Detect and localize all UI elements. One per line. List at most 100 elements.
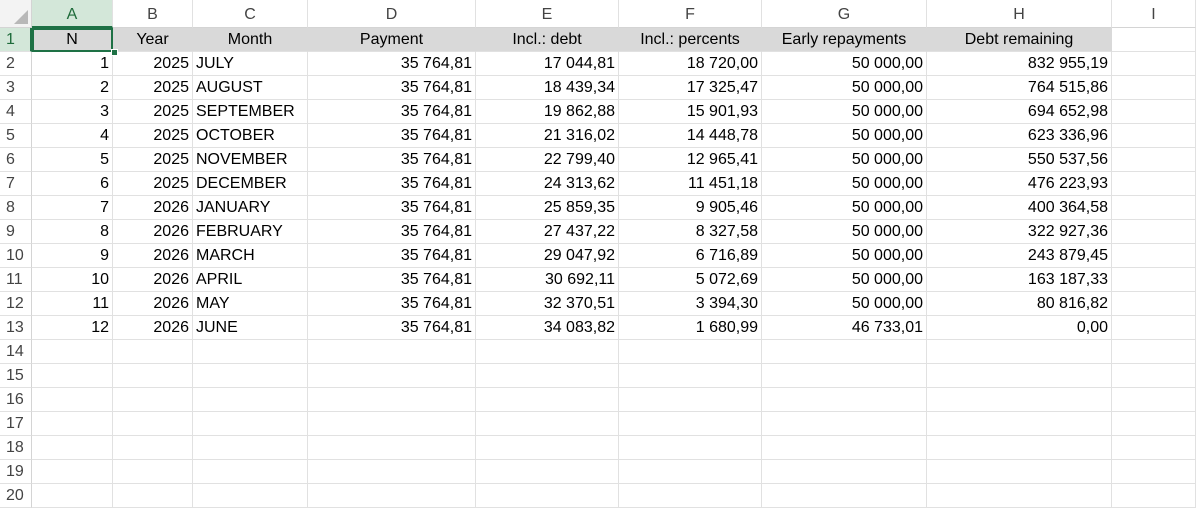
table-cell[interactable]: 18 720,00 [619,52,762,76]
table-cell[interactable]: 3 394,30 [619,292,762,316]
empty-cell[interactable] [619,340,762,364]
row-header-13[interactable]: 13 [0,316,32,340]
empty-cell[interactable] [762,340,927,364]
row-header-9[interactable]: 9 [0,220,32,244]
table-cell[interactable]: 15 901,93 [619,100,762,124]
empty-cell[interactable] [927,364,1112,388]
table-cell[interactable]: 1 680,99 [619,316,762,340]
fill-handle[interactable] [111,49,118,56]
empty-cell[interactable] [927,460,1112,484]
table-cell[interactable]: 50 000,00 [762,292,927,316]
table-cell[interactable]: 2025 [113,76,193,100]
table-cell[interactable]: 2025 [113,124,193,148]
empty-cell[interactable] [476,436,619,460]
empty-cell[interactable] [113,412,193,436]
row-header-2[interactable]: 2 [0,52,32,76]
column-header-b[interactable]: B [113,0,193,28]
empty-cell[interactable] [113,460,193,484]
table-cell[interactable]: 50 000,00 [762,148,927,172]
table-cell[interactable]: 4 [32,124,113,148]
empty-cell[interactable] [32,388,113,412]
row-header-4[interactable]: 4 [0,100,32,124]
table-cell[interactable]: APRIL [193,268,308,292]
header-cell[interactable]: Month [193,28,308,52]
table-cell[interactable]: 35 764,81 [308,220,476,244]
table-cell[interactable]: 80 816,82 [927,292,1112,316]
empty-cell[interactable] [476,460,619,484]
empty-cell[interactable] [619,484,762,508]
table-cell[interactable]: 2 [32,76,113,100]
table-cell[interactable]: 623 336,96 [927,124,1112,148]
table-cell[interactable]: 550 537,56 [927,148,1112,172]
empty-cell[interactable] [927,484,1112,508]
table-cell[interactable]: 24 313,62 [476,172,619,196]
empty-cell[interactable] [1112,100,1196,124]
table-cell[interactable]: 30 692,11 [476,268,619,292]
empty-cell[interactable] [308,436,476,460]
table-cell[interactable]: 163 187,33 [927,268,1112,292]
table-cell[interactable]: 12 965,41 [619,148,762,172]
table-cell[interactable]: 50 000,00 [762,52,927,76]
empty-cell[interactable] [619,460,762,484]
table-cell[interactable]: 11 451,18 [619,172,762,196]
table-cell[interactable]: 6 716,89 [619,244,762,268]
empty-cell[interactable] [32,340,113,364]
empty-cell[interactable] [1112,76,1196,100]
empty-cell[interactable] [1112,388,1196,412]
column-header-c[interactable]: C [193,0,308,28]
header-cell[interactable]: N [32,28,113,52]
empty-cell[interactable] [1112,148,1196,172]
row-header-10[interactable]: 10 [0,244,32,268]
empty-cell[interactable] [476,412,619,436]
table-cell[interactable]: 2025 [113,148,193,172]
table-cell[interactable]: JANUARY [193,196,308,220]
empty-cell[interactable] [1112,196,1196,220]
select-all-corner[interactable] [0,0,32,28]
table-cell[interactable]: SEPTEMBER [193,100,308,124]
empty-cell[interactable] [1112,172,1196,196]
row-header-8[interactable]: 8 [0,196,32,220]
empty-cell[interactable] [32,460,113,484]
table-cell[interactable]: 694 652,98 [927,100,1112,124]
empty-cell[interactable] [476,388,619,412]
empty-cell[interactable] [927,436,1112,460]
empty-cell[interactable] [308,460,476,484]
table-cell[interactable]: 35 764,81 [308,172,476,196]
row-header-6[interactable]: 6 [0,148,32,172]
row-header-16[interactable]: 16 [0,388,32,412]
table-cell[interactable]: 50 000,00 [762,244,927,268]
empty-cell[interactable] [619,436,762,460]
table-cell[interactable]: 35 764,81 [308,100,476,124]
table-cell[interactable]: 29 047,92 [476,244,619,268]
empty-cell[interactable] [32,436,113,460]
table-cell[interactable]: 2025 [113,52,193,76]
table-cell[interactable]: 9 905,46 [619,196,762,220]
row-header-3[interactable]: 3 [0,76,32,100]
table-cell[interactable]: 35 764,81 [308,292,476,316]
table-cell[interactable]: MAY [193,292,308,316]
row-header-11[interactable]: 11 [0,268,32,292]
table-cell[interactable]: 35 764,81 [308,244,476,268]
row-header-17[interactable]: 17 [0,412,32,436]
table-cell[interactable]: 2026 [113,292,193,316]
table-cell[interactable]: 2026 [113,220,193,244]
table-cell[interactable]: 35 764,81 [308,316,476,340]
table-cell[interactable]: 764 515,86 [927,76,1112,100]
empty-cell[interactable] [193,364,308,388]
empty-cell[interactable] [1112,460,1196,484]
empty-cell[interactable] [193,340,308,364]
column-header-d[interactable]: D [308,0,476,28]
table-cell[interactable]: AUGUST [193,76,308,100]
table-cell[interactable]: 400 364,58 [927,196,1112,220]
table-cell[interactable]: 17 325,47 [619,76,762,100]
table-cell[interactable]: NOVEMBER [193,148,308,172]
row-header-12[interactable]: 12 [0,292,32,316]
empty-cell[interactable] [308,412,476,436]
table-cell[interactable]: 11 [32,292,113,316]
empty-cell[interactable] [1112,316,1196,340]
empty-cell[interactable] [476,364,619,388]
empty-cell[interactable] [619,412,762,436]
empty-cell[interactable] [32,364,113,388]
empty-cell[interactable] [193,388,308,412]
header-cell[interactable]: Incl.: percents [619,28,762,52]
